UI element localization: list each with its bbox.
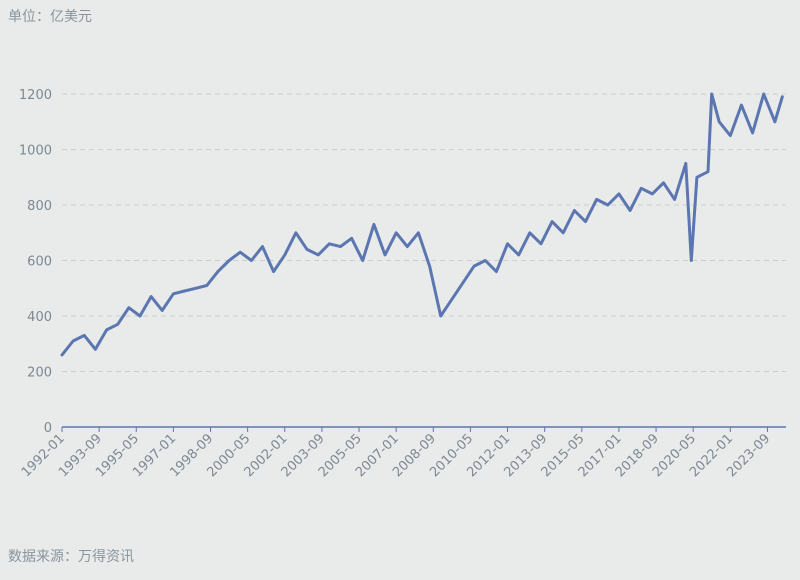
x-tick-labels: 1992-011993-091995-051997-011998-092000-… (19, 431, 773, 480)
x-axis (61, 426, 786, 432)
source-label: 数据来源：万得资讯 (8, 549, 134, 565)
y-tick-label: 600 (27, 255, 52, 270)
unit-label: 单位：亿美元 (8, 9, 92, 25)
y-tick-label: 1200 (19, 88, 52, 103)
y-tick-labels: 0 200 400 600 800 1000 1200 (19, 88, 52, 436)
y-tick-label: 0 (44, 421, 52, 436)
y-tick-label: 200 (27, 366, 52, 381)
y-tick-label: 400 (27, 310, 52, 325)
grid-lines (62, 93, 786, 372)
y-tick-label: 800 (27, 199, 52, 214)
series-line (60, 92, 784, 357)
y-tick-label: 1000 (19, 144, 52, 159)
